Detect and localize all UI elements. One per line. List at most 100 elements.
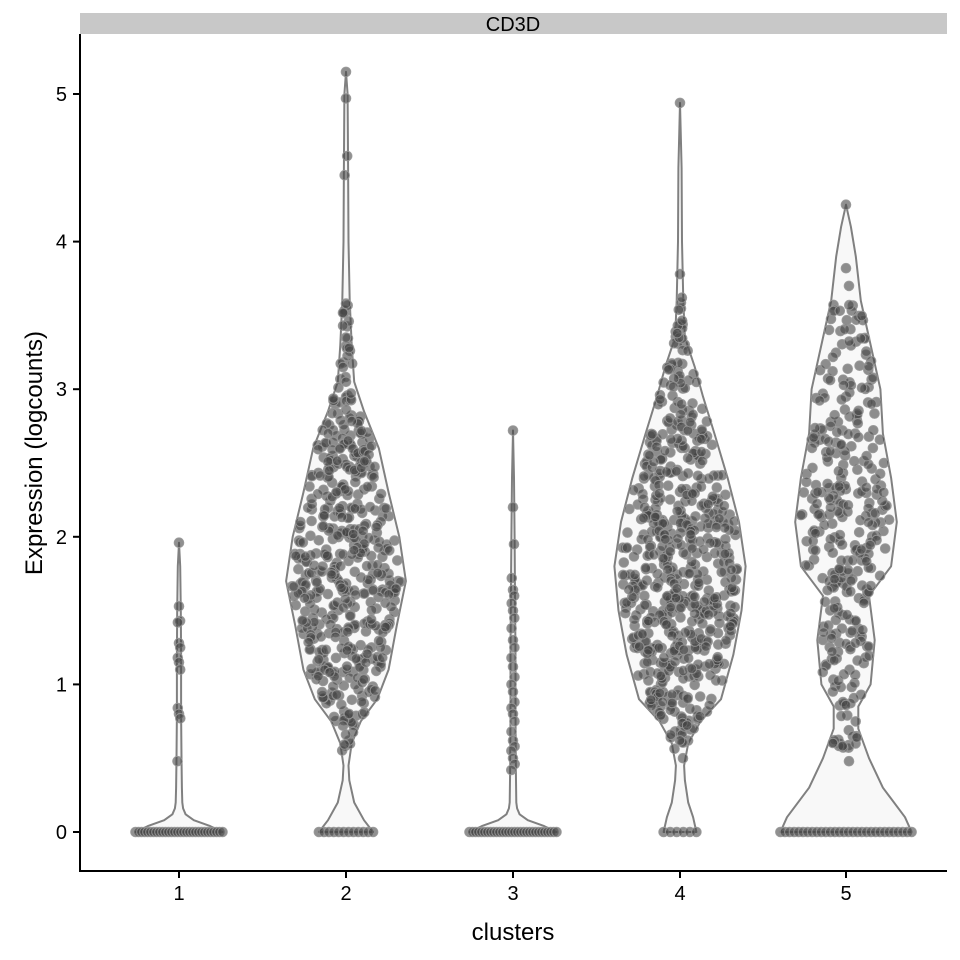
data-point [328, 393, 339, 404]
data-point [716, 566, 728, 578]
facet-strip-background [80, 13, 947, 34]
data-point [651, 441, 662, 453]
data-point [906, 826, 917, 838]
data-point [380, 597, 391, 609]
data-point [687, 398, 698, 409]
data-point [509, 716, 520, 727]
data-point [355, 572, 367, 583]
data-point [845, 586, 856, 597]
data-point [317, 561, 328, 572]
data-point [869, 408, 880, 419]
data-point [312, 444, 324, 455]
data-point [551, 826, 562, 838]
data-point [637, 628, 648, 640]
data-point [853, 405, 864, 417]
data-point [362, 481, 373, 493]
data-point [509, 642, 520, 653]
data-point [368, 471, 380, 483]
data-point [622, 527, 633, 538]
data-point [338, 602, 349, 613]
data-point [843, 280, 855, 292]
data-point [806, 442, 818, 454]
data-point [340, 66, 352, 78]
data-point [373, 591, 384, 603]
data-point [711, 521, 722, 533]
data-point [365, 614, 377, 625]
data-point [322, 456, 334, 467]
data-point [699, 596, 710, 607]
data-point [330, 652, 342, 664]
data-point [822, 584, 833, 596]
data-point [672, 505, 683, 517]
data-point [824, 446, 836, 457]
data-point [506, 572, 518, 584]
data-point [843, 336, 855, 347]
data-point [507, 661, 519, 673]
data-point [357, 525, 369, 537]
data-point [697, 403, 708, 415]
data-point [300, 551, 311, 562]
data-point [340, 729, 352, 740]
data-point [709, 547, 721, 559]
data-point [704, 658, 715, 670]
data-point [810, 527, 821, 539]
data-point [844, 411, 855, 422]
data-point [661, 466, 672, 478]
data-point [366, 550, 377, 562]
y-tick-label: 2 [56, 527, 67, 549]
data-point [705, 669, 716, 681]
data-point [829, 409, 841, 421]
data-point [390, 583, 402, 595]
data-point [826, 632, 837, 644]
x-axis-label: clusters [472, 919, 555, 946]
data-point [174, 642, 186, 653]
x-tick-label: 1 [173, 883, 184, 905]
data-point [865, 580, 877, 592]
data-point [340, 376, 352, 388]
data-point [847, 555, 858, 566]
data-point [506, 726, 517, 737]
data-point [339, 739, 350, 750]
data-point [703, 609, 714, 620]
data-point [648, 549, 660, 560]
data-point [620, 607, 631, 619]
data-point [509, 612, 520, 624]
data-point [372, 567, 384, 579]
data-point [633, 670, 644, 681]
data-point [172, 755, 183, 767]
data-point [623, 584, 635, 595]
data-point [341, 645, 353, 656]
data-point [340, 93, 352, 104]
data-point [665, 602, 677, 613]
data-point [337, 361, 349, 373]
data-point [843, 755, 855, 767]
data-point [507, 502, 519, 513]
data-point [662, 480, 674, 492]
data-point [629, 614, 640, 625]
data-point [322, 428, 334, 439]
data-point [624, 503, 635, 515]
data-point [617, 569, 629, 581]
data-point [697, 618, 708, 629]
data-point [852, 655, 863, 666]
data-point [649, 511, 661, 523]
data-point [659, 445, 671, 457]
data-point [866, 398, 877, 410]
data-point [836, 623, 848, 634]
data-point [874, 468, 886, 480]
data-point [367, 585, 379, 596]
data-point [676, 292, 688, 304]
data-point [807, 462, 818, 474]
data-point [322, 550, 333, 562]
data-point [380, 621, 391, 633]
data-point [700, 641, 712, 652]
data-point [653, 488, 665, 499]
data-point [306, 663, 317, 675]
data-point [641, 575, 653, 586]
data-point [358, 674, 370, 685]
data-point [823, 324, 835, 336]
data-point [682, 452, 694, 464]
data-point [830, 614, 842, 626]
data-point [833, 465, 845, 477]
data-point [356, 425, 367, 437]
